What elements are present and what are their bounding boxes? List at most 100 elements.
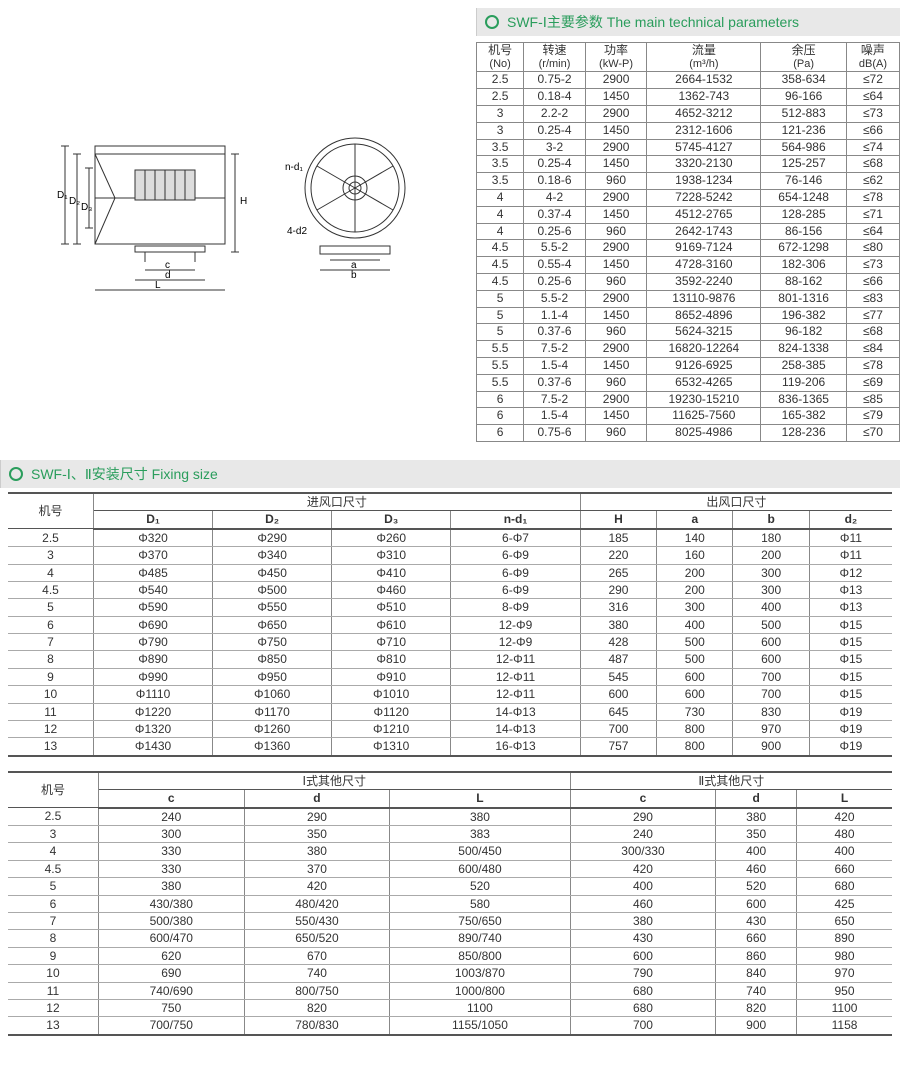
table-row: 8600/470650/520890/740430660890 [8,930,892,947]
label-b: b [351,270,357,281]
fixing-table-2: 机号 Ⅰ式其他尺寸 Ⅱ式其他尺寸 cdLcdL 2.52402903802903… [8,771,892,1036]
cell: 4 [477,206,524,223]
cell: Φ15 [809,651,892,668]
cell: 500/380 [98,912,244,929]
cell: Φ310 [332,547,451,564]
cell: Φ1170 [213,703,332,720]
cell: 400 [657,616,733,633]
cell: 12-Φ9 [451,634,581,651]
cell: Φ710 [332,634,451,651]
cell: Φ910 [332,668,451,685]
cell: 258-385 [761,357,846,374]
table-row: 4.5Φ540Φ500Φ4606-Φ9290200300Φ13 [8,581,892,598]
cell: 430 [716,912,797,929]
table-row: 13700/750780/8301155/10507009001158 [8,1017,892,1035]
cell: 1158 [797,1017,892,1035]
cell: 316 [580,599,656,616]
table-row: 2.50.75-229002664-1532358-634≤72 [477,72,900,89]
cell: 12 [8,999,98,1016]
cell: 487 [580,651,656,668]
cell: ≤78 [846,357,899,374]
cell: 1.1-4 [524,307,586,324]
cell: 196-382 [761,307,846,324]
cell: 500 [733,616,809,633]
cell: 220 [580,547,656,564]
cell: 2900 [585,391,647,408]
table-row: 9Φ990Φ950Φ91012-Φ11545600700Φ15 [8,668,892,685]
cell: 512-883 [761,106,846,123]
table-row: 8Φ890Φ850Φ81012-Φ11487500600Φ15 [8,651,892,668]
cell: 757 [580,738,656,756]
cell: 4.5 [477,257,524,274]
cell: 4.5 [8,581,94,598]
cell: 6 [477,425,524,442]
cell: 5745-4127 [647,139,761,156]
cell: 1450 [585,408,647,425]
cell: 5.5-2 [524,240,586,257]
cell: 564-986 [761,139,846,156]
cell: 600/470 [98,930,244,947]
cell: 13110-9876 [647,290,761,307]
table-row: 9620670850/800600860980 [8,947,892,964]
cell: 0.25-6 [524,274,586,291]
cell: ≤85 [846,391,899,408]
cell: Φ13 [809,581,892,598]
cell: 600 [657,668,733,685]
cell: 420 [244,878,390,895]
cell: 0.25-6 [524,223,586,240]
cell: 3 [477,106,524,123]
cell: 480 [797,826,892,843]
cell: 1450 [585,307,647,324]
cell: Φ460 [332,581,451,598]
label-4d2: 4-d2 [287,226,307,237]
cell: Φ19 [809,738,892,756]
cell: 600 [657,686,733,703]
cell: 2642-1743 [647,223,761,240]
cell: 240 [570,826,716,843]
cell: 428 [580,634,656,651]
table-row: 12Φ1320Φ1260Φ121014-Φ13700800970Φ19 [8,721,892,738]
cell: 128-236 [761,425,846,442]
section2-title: SWF-Ⅰ、Ⅱ安装尺寸 Fixing size [31,464,218,484]
params-col-head: 机号(No) [477,43,524,72]
cell: Φ1210 [332,721,451,738]
fx2-subhead: L [390,790,570,808]
cell: 460 [716,860,797,877]
cell: ≤83 [846,290,899,307]
cell: 700 [733,686,809,703]
cell: 6-Φ9 [451,564,581,581]
cell: 1.5-4 [524,408,586,425]
cell: 700/750 [98,1017,244,1035]
section2-header: SWF-Ⅰ、Ⅱ安装尺寸 Fixing size [0,460,900,488]
cell: 960 [585,223,647,240]
cell: 0.18-6 [524,173,586,190]
cell: 1938-1234 [647,173,761,190]
cell: ≤72 [846,72,899,89]
cell: 2664-1532 [647,72,761,89]
cell: 650/520 [244,930,390,947]
cell: 800/750 [244,982,390,999]
fx2-t1-head: Ⅰ式其他尺寸 [98,772,570,790]
cell: 600 [570,947,716,964]
table-row: 3.50.18-69601938-123476-146≤62 [477,173,900,190]
cell: 5.5 [477,374,524,391]
cell: Φ410 [332,564,451,581]
cell: 2900 [585,190,647,207]
cell: Φ810 [332,651,451,668]
table-row: 10Φ1110Φ1060Φ101012-Φ11600600700Φ15 [8,686,892,703]
cell: 86-156 [761,223,846,240]
cell: Φ15 [809,686,892,703]
cell: 10 [8,965,98,982]
cell: 840 [716,965,797,982]
cell: 600 [733,634,809,651]
cell: Φ19 [809,721,892,738]
cell: 1362-743 [647,89,761,106]
cell: ≤84 [846,341,899,358]
cell: 800 [657,738,733,756]
cell: 1450 [585,122,647,139]
label-l: L [155,280,161,291]
cell: 14-Φ13 [451,721,581,738]
cell: 550/430 [244,912,390,929]
cell: 3 [477,122,524,139]
diagram-area: D₁ D₂ D₃ H c d L [0,8,460,298]
